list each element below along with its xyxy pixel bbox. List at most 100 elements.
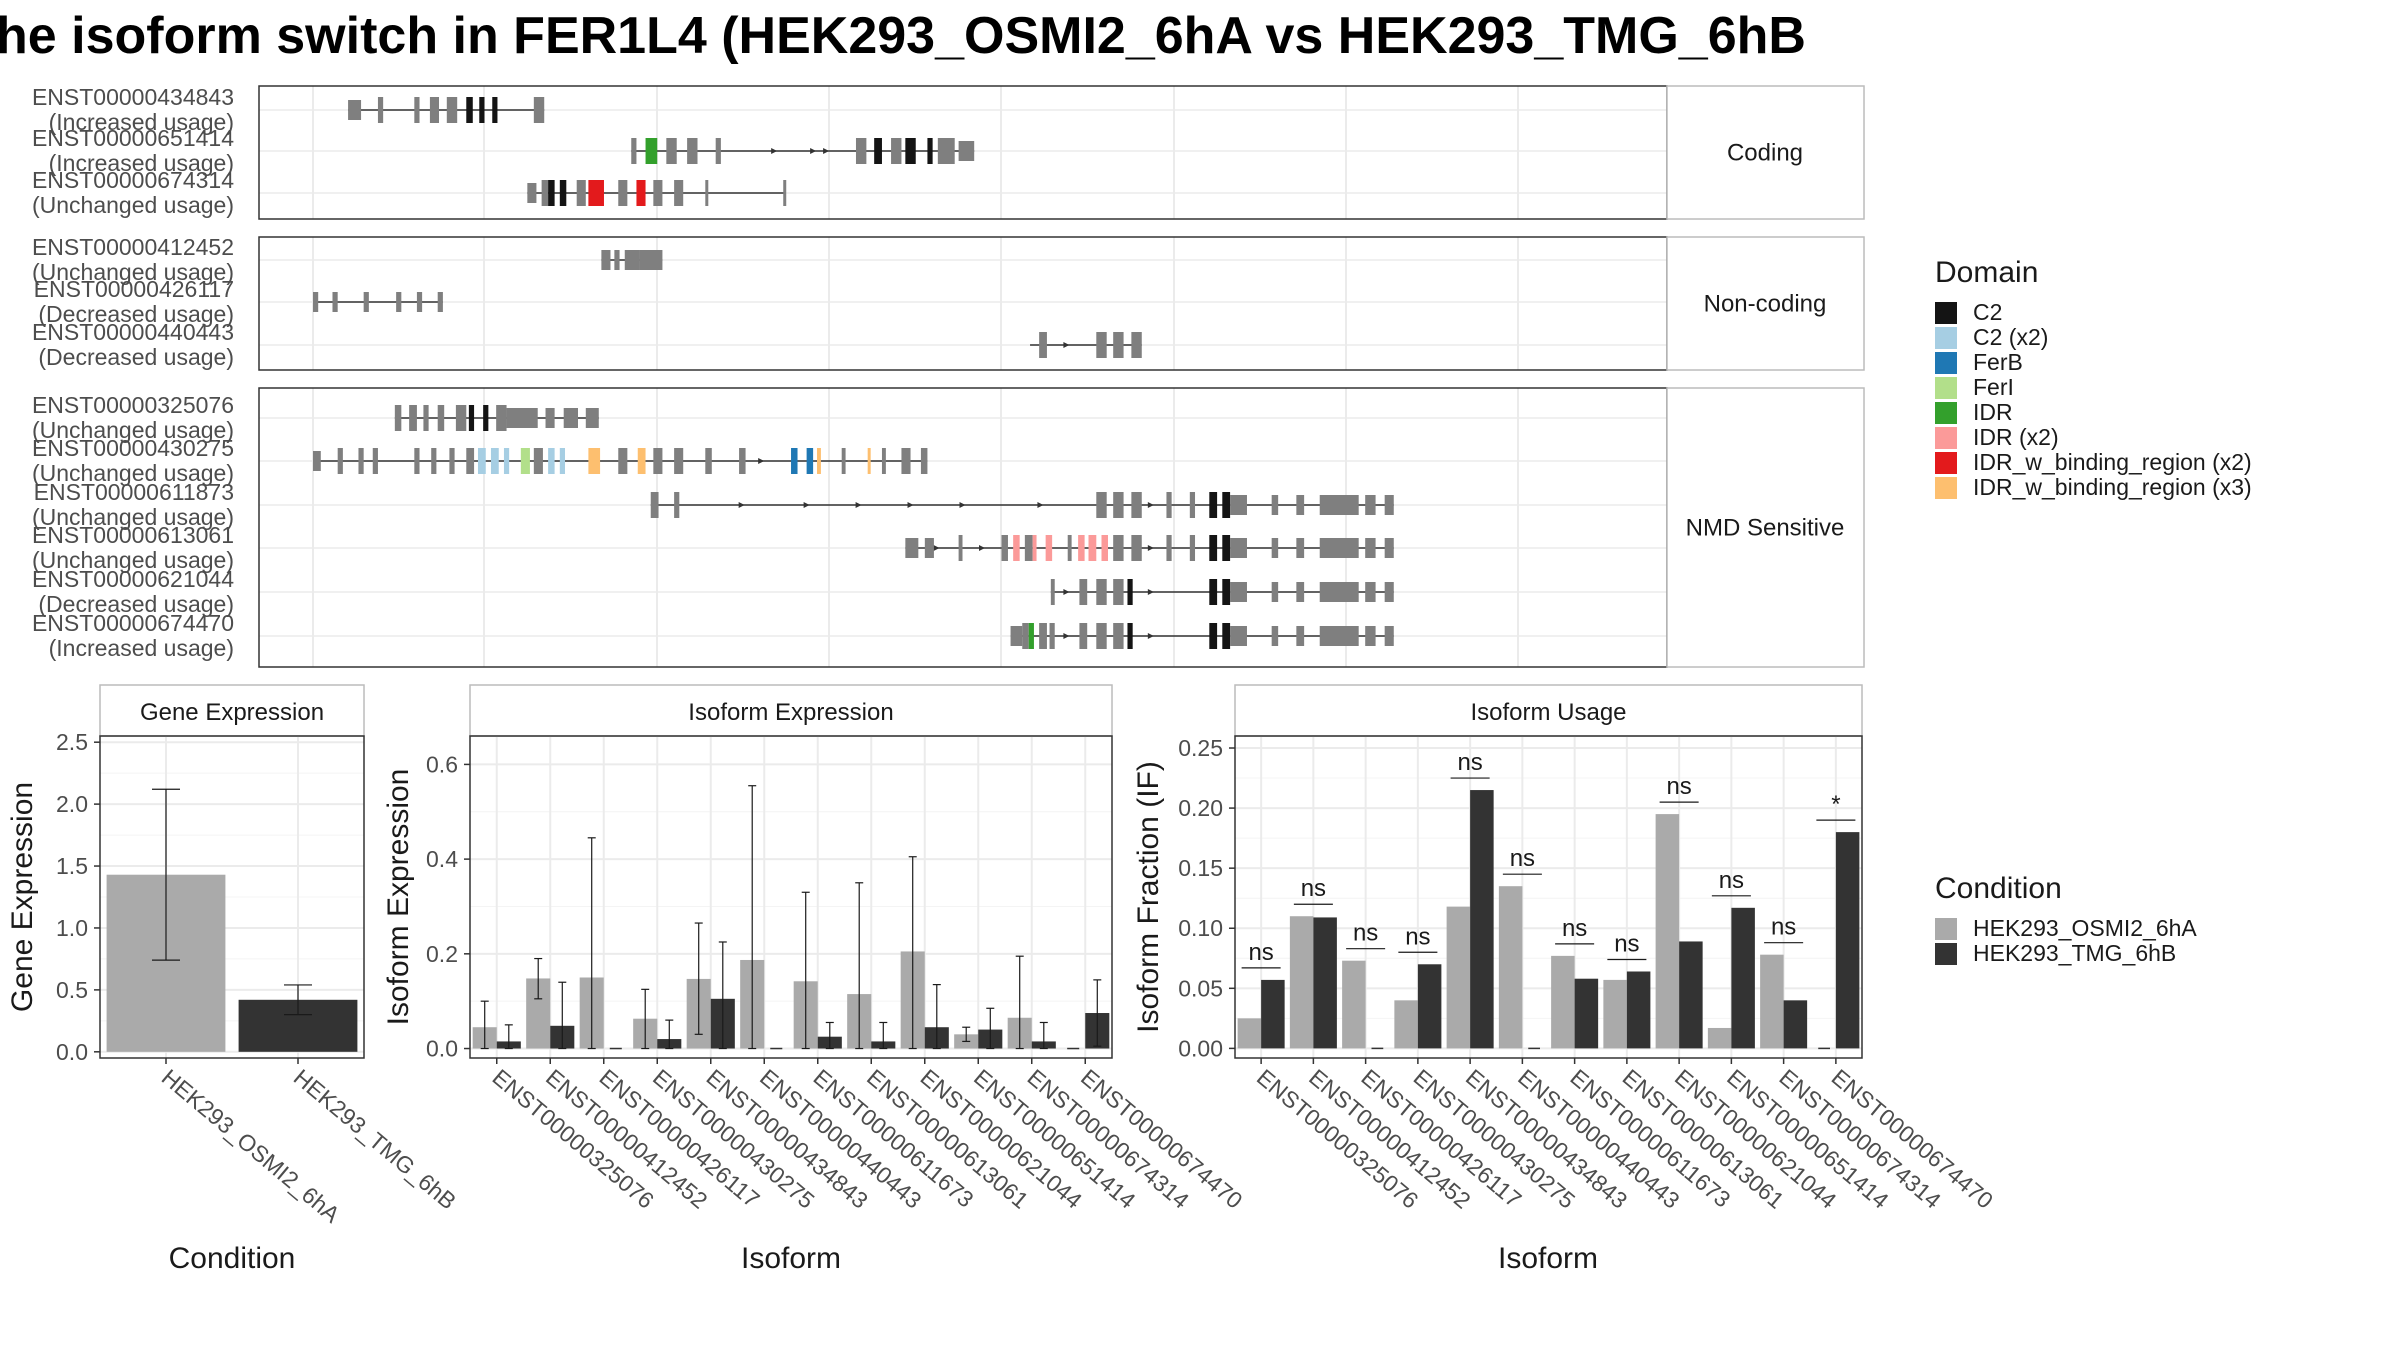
significance-label: * — [1831, 791, 1840, 818]
facet-strip-label: Non-coding — [1704, 291, 1827, 318]
exon — [618, 180, 628, 206]
transcript-row: ENST00000434843(Increased usage) — [32, 84, 545, 135]
legend-item: IDR_w_binding_region (x2) — [1935, 449, 2252, 475]
exon — [631, 138, 637, 164]
exon — [332, 292, 338, 312]
exon — [1189, 535, 1196, 561]
domain-exon — [637, 448, 646, 474]
exon — [958, 141, 975, 161]
exon — [674, 492, 680, 518]
exon — [1296, 495, 1305, 515]
exon — [506, 408, 538, 428]
exon — [1365, 626, 1376, 646]
exon — [1131, 535, 1142, 561]
y-axis-title: Isoform Expression — [382, 769, 415, 1026]
legend-item: HEK293_OSMI2_6hA — [1935, 915, 2197, 941]
facet-strip-label: NMD Sensitive — [1686, 515, 1845, 542]
transcript-id-label: ENST00000674470 — [32, 610, 234, 636]
legend-item: FerB — [1935, 349, 2252, 375]
transcript-id-label: ENST00000430275 — [32, 435, 234, 461]
y-tick-label: 0.0 — [56, 1039, 88, 1065]
bar — [1417, 964, 1442, 1049]
domain-exon — [1222, 623, 1231, 649]
exon — [1296, 582, 1305, 602]
y-tick-label: 0.0 — [426, 1036, 458, 1062]
exon — [527, 183, 537, 203]
transcript-usage-label: (Increased usage) — [49, 635, 234, 661]
significance-label: ns — [1353, 920, 1378, 947]
y-tick-label: 0.00 — [1178, 1035, 1223, 1061]
exon — [1319, 495, 1359, 515]
transcript-usage-label: (Unchanged usage) — [32, 259, 234, 285]
exon — [1050, 579, 1055, 605]
domain-exon — [1222, 535, 1231, 561]
panel-title: Isoform Usage — [1470, 699, 1626, 726]
bar — [1603, 979, 1627, 1049]
exon — [924, 538, 934, 558]
domain-exon — [1045, 535, 1053, 561]
y-tick-label: 0.15 — [1178, 855, 1223, 881]
legend-item: IDR_w_binding_region (x3) — [1935, 474, 2252, 500]
exon — [639, 250, 663, 270]
exon — [715, 138, 721, 164]
domain-exon — [905, 138, 916, 164]
bar — [1760, 954, 1784, 1049]
exon — [377, 97, 384, 123]
exon — [1113, 623, 1124, 649]
domain-exon — [1209, 579, 1218, 605]
exon — [1319, 538, 1359, 558]
strand-arrow — [1147, 502, 1154, 508]
transcript-id-label: ENST00000611873 — [34, 479, 234, 505]
strand-arrow — [978, 545, 985, 551]
exon — [431, 448, 437, 474]
exon — [1096, 492, 1107, 518]
legend-item: FerI — [1935, 374, 2252, 400]
domain-exon — [806, 448, 814, 474]
panel-title: Gene Expression — [140, 699, 324, 726]
exon — [409, 405, 417, 431]
exon — [1230, 626, 1247, 646]
significance-label: ns — [1719, 867, 1744, 894]
transcript-row: ENST00000651414(Increased usage) — [32, 125, 975, 176]
strand-arrow — [1147, 589, 1154, 595]
domain-exon — [1078, 535, 1085, 561]
strand-arrow — [1063, 633, 1070, 639]
domain-exon — [559, 448, 566, 474]
transcript-row: ENST00000674314(Unchanged usage) — [32, 167, 787, 218]
legend-swatch — [1935, 401, 1957, 424]
exon — [1039, 623, 1047, 649]
exon — [958, 535, 963, 561]
exon — [1384, 582, 1394, 602]
transcript-id-label: ENST00000412452 — [32, 234, 234, 260]
domain-exon — [490, 448, 499, 474]
exon — [541, 180, 549, 206]
transcript-id-label: ENST00000434843 — [32, 84, 234, 110]
y-tick-label: 1.5 — [56, 853, 88, 879]
exon — [687, 138, 698, 164]
transcript-usage-label: (Increased usage) — [49, 150, 234, 176]
exon — [1296, 538, 1305, 558]
exon — [1113, 535, 1124, 561]
exon — [545, 408, 555, 428]
exon — [455, 405, 467, 431]
strand-arrow — [1063, 589, 1070, 595]
exon — [1079, 579, 1088, 605]
exon — [1096, 332, 1107, 358]
domain-exon — [477, 448, 486, 474]
legend-item: IDR (x2) — [1935, 424, 2252, 450]
y-tick-label: 0.5 — [56, 977, 88, 1003]
exon — [705, 180, 709, 206]
domain-exon — [636, 180, 646, 206]
bar — [1237, 1018, 1262, 1049]
exon — [1296, 626, 1305, 646]
bar — [1783, 1000, 1808, 1049]
bar — [1261, 979, 1285, 1049]
legend-label: C2 (x2) — [1973, 324, 2049, 350]
exon — [363, 292, 369, 312]
domain-exon — [1209, 535, 1218, 561]
y-tick-label: 0.4 — [426, 846, 458, 872]
bar-panel-isoform-usage: Isoform Usage0.000.050.100.150.200.25nsn… — [1132, 684, 1998, 1275]
strand-arrow — [758, 458, 765, 464]
strand-arrow — [933, 545, 940, 551]
